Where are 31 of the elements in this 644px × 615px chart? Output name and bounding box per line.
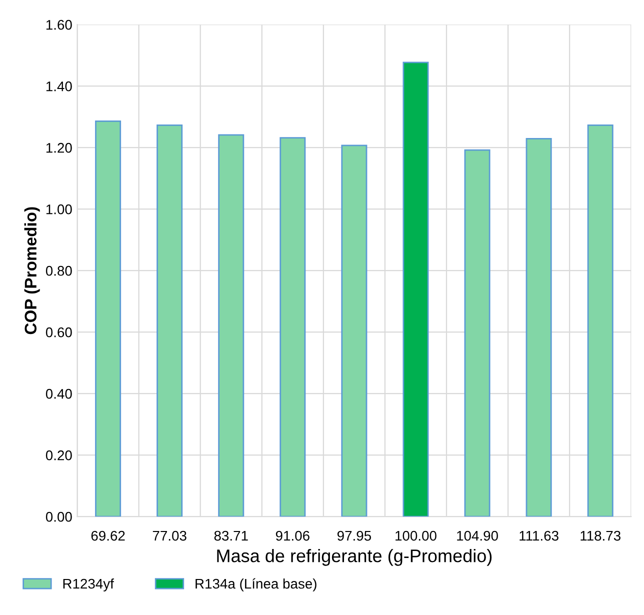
bar (156, 124, 183, 517)
x-tick-label: 69.62 (91, 530, 125, 541)
bar (464, 149, 490, 517)
x-tick-label: 118.73 (580, 530, 620, 541)
x-tick-label: 100.00 (396, 530, 436, 541)
x-axis-title: Masa de refrigerante (g-Promedio) (217, 548, 492, 566)
bar (526, 138, 552, 517)
y-tick-label: 0.00 (46, 512, 72, 522)
y-tick-label: 1.00 (46, 204, 72, 214)
y-tick-label: 1.20 (46, 142, 72, 153)
legend-label: R134a (Línea base) (196, 578, 316, 592)
y-tick-label: 1.40 (46, 81, 72, 92)
y-axis-title: COP (Promedio) (24, 207, 40, 334)
x-tick-label: 77.03 (152, 530, 186, 541)
x-tick-label: 97.95 (337, 530, 371, 541)
x-tick-label: 104.90 (457, 530, 498, 541)
y-tick-label: 0.20 (46, 450, 72, 460)
y-tick-label: 1.60 (46, 20, 72, 30)
y-tick-label: 0.40 (46, 388, 72, 399)
legend-label: R1234yf (63, 578, 114, 592)
x-tick-label: 91.06 (276, 530, 310, 541)
y-tick-label: 0.60 (46, 327, 72, 338)
bar (402, 62, 429, 517)
y-tick-label: 0.80 (46, 266, 72, 276)
bar (280, 137, 306, 517)
bar (218, 134, 244, 517)
bar (587, 124, 614, 517)
x-tick-label: 83.71 (214, 530, 248, 541)
bar (341, 144, 368, 517)
bar (95, 120, 122, 517)
x-tick-label: 111.63 (520, 530, 558, 541)
